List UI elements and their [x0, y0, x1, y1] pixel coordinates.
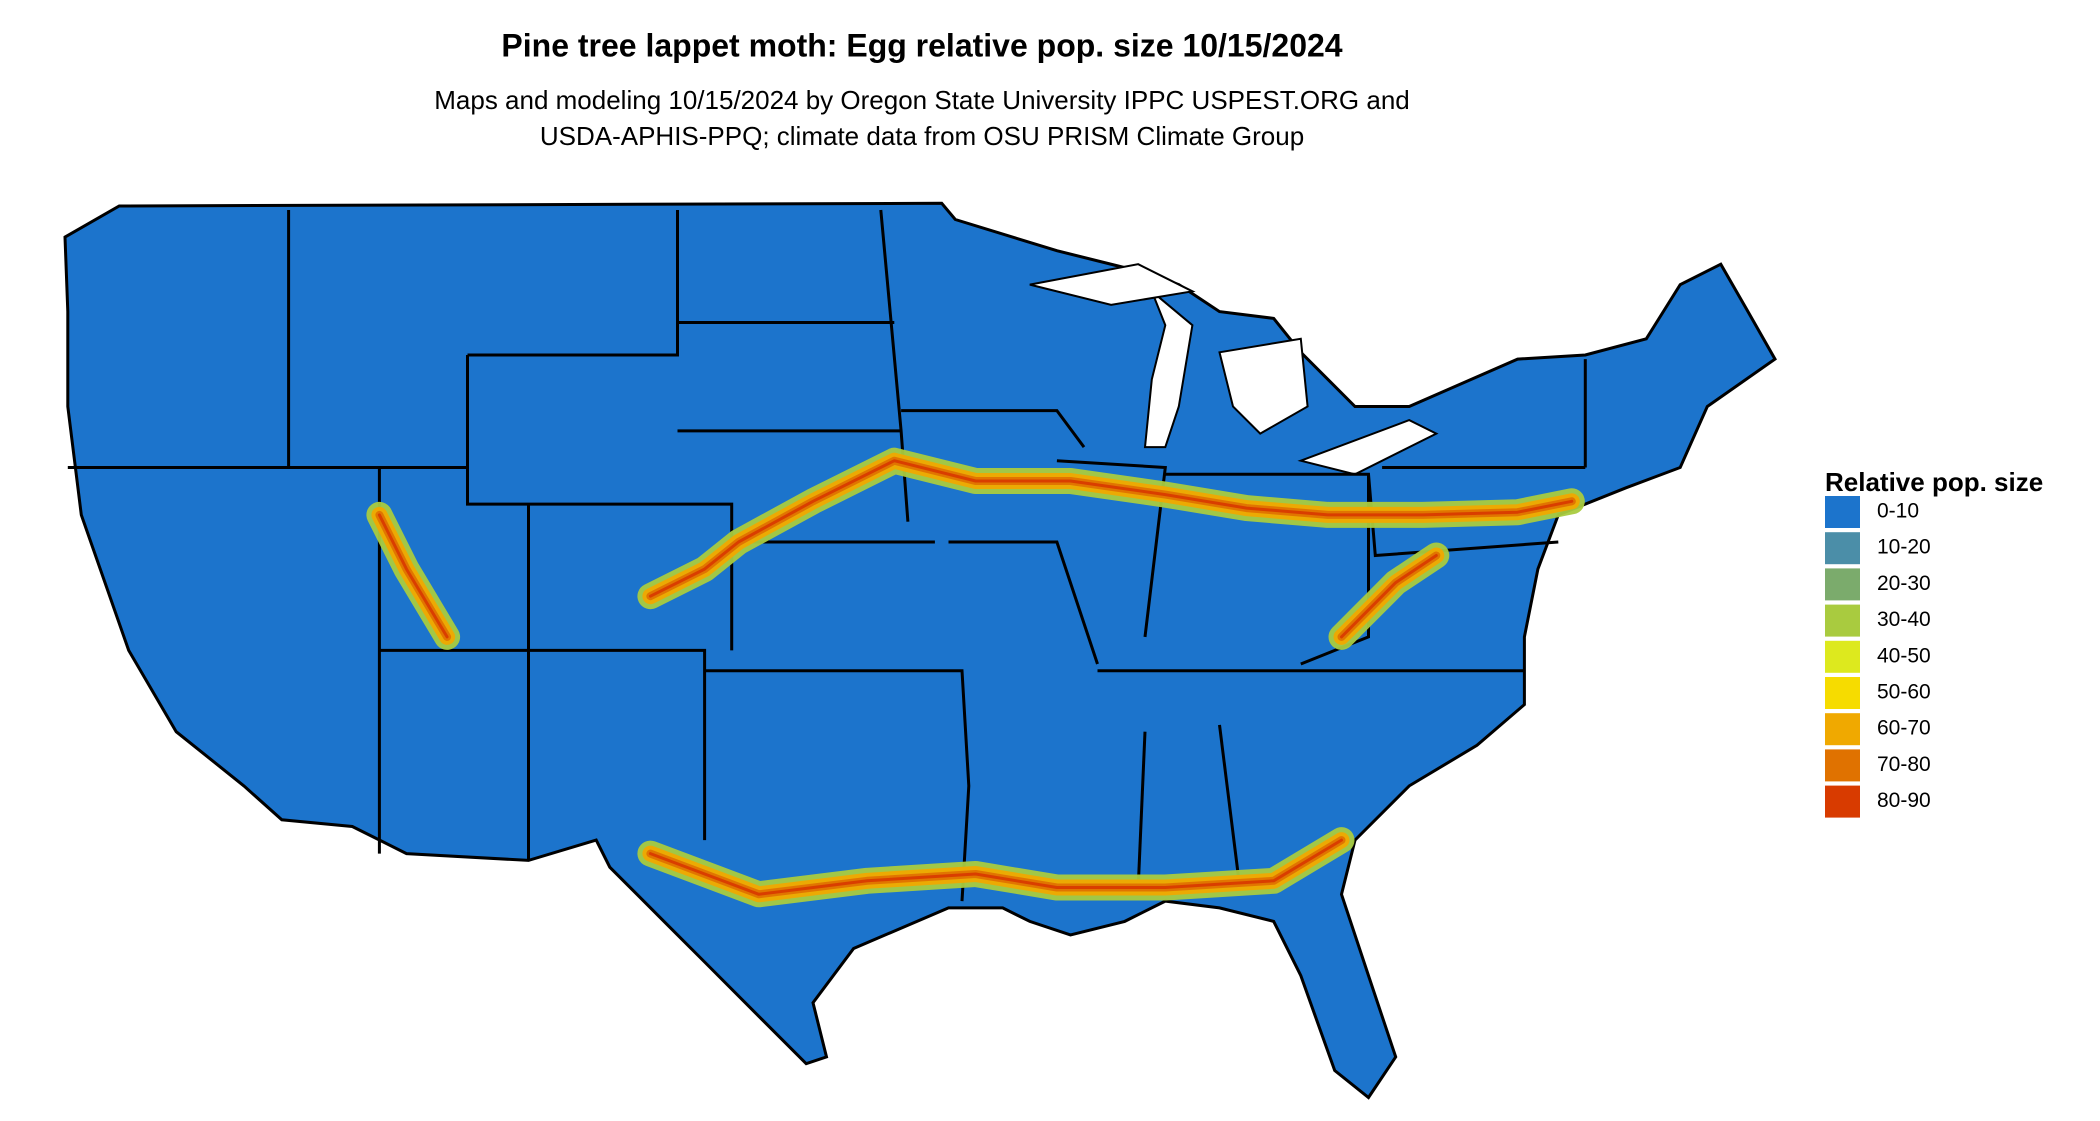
state-border [704, 669, 971, 902]
state-border [901, 409, 1086, 448]
lake [1029, 263, 1196, 306]
legend-label: 80-90 [1877, 789, 1931, 812]
legend-swatch [1825, 785, 1860, 818]
legend-swatch [1825, 532, 1860, 565]
lake [1218, 337, 1309, 435]
state-border [466, 355, 734, 651]
legend-swatch [1825, 713, 1860, 746]
legend-swatch [1825, 496, 1860, 528]
state-border [948, 540, 1099, 665]
land [63, 201, 1777, 1100]
map-subtitle: USDA-APHIS-PPQ; climate data from OSU PR… [540, 121, 1304, 151]
state-border [1056, 459, 1167, 638]
state-border [879, 209, 910, 522]
legend-swatch [1825, 749, 1860, 782]
state-border [1218, 724, 1242, 888]
pop-band [648, 459, 1574, 598]
us-map [63, 201, 1777, 1100]
legend-label: 30-40 [1877, 608, 1931, 631]
legend-label: 60-70 [1877, 717, 1931, 740]
legend-swatch [1825, 640, 1860, 673]
legend-label: 50-60 [1877, 681, 1931, 704]
legend-swatch [1825, 568, 1860, 601]
pop-band [648, 838, 1343, 896]
legend-label: 40-50 [1877, 644, 1931, 667]
lake [1143, 290, 1194, 449]
state-border [379, 648, 707, 841]
pop-band [377, 513, 449, 639]
legend-title: Relative pop. size [1825, 467, 2043, 497]
legend-swatch [1825, 604, 1860, 637]
state-border [1300, 474, 1370, 666]
legend-swatch [1825, 677, 1860, 709]
lake [1297, 419, 1439, 476]
state-border [467, 210, 679, 357]
state-border [1136, 731, 1147, 888]
map-subtitle: Maps and modeling 10/15/2024 by Oregon S… [434, 85, 1410, 115]
legend-label: 70-80 [1877, 753, 1931, 776]
legend-label: 20-30 [1877, 572, 1931, 595]
map-title: Pine tree lappet moth: Egg relative pop.… [501, 27, 1342, 63]
legend: 0-10 10-20 20-30 30-40 40-50 50-60 60-70 70-80 8… [1825, 496, 1931, 818]
legend-label: 10-20 [1877, 536, 1931, 559]
pop-band [1340, 554, 1438, 639]
legend-label: 0-10 [1877, 500, 1919, 523]
